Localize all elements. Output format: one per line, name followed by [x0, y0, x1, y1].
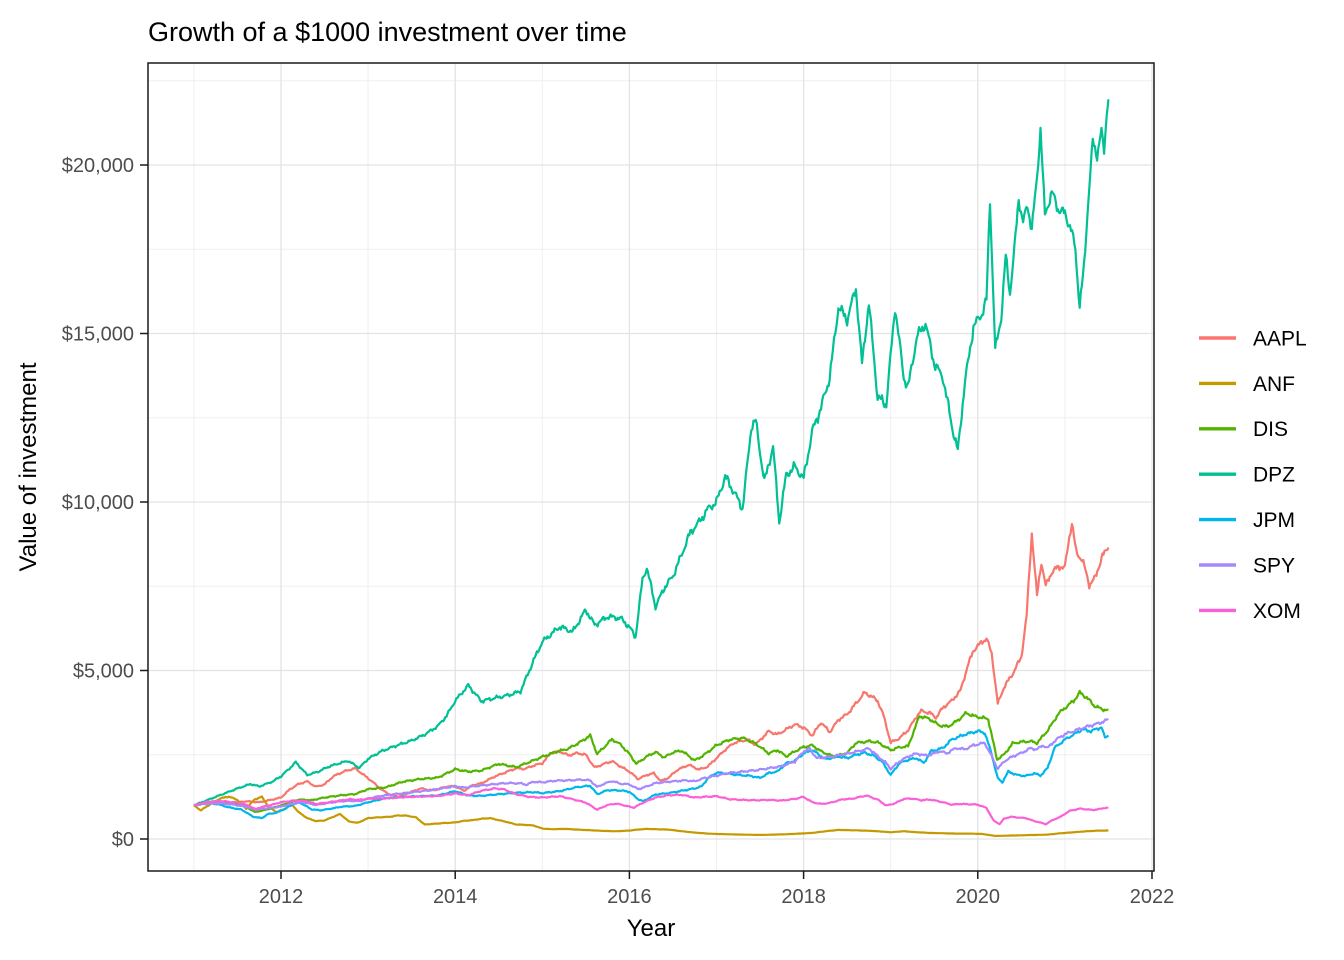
y-tick-label: $15,000: [62, 324, 134, 346]
y-tick-label: $5,000: [73, 661, 134, 683]
series-line-AAPL: [193, 522, 1110, 807]
legend-label-DPZ: DPZ: [1253, 464, 1295, 487]
series-line-SPY: [193, 717, 1109, 812]
series-line-DIS: [193, 689, 1109, 814]
legend-entry-AAPL: AAPL: [1199, 327, 1307, 350]
legend-label-AAPL: AAPL: [1253, 327, 1307, 350]
x-tick-label: 2020: [956, 886, 1001, 908]
legend-entry-JPM: JPM: [1199, 509, 1295, 532]
y-tick-label: $20,000: [62, 155, 134, 177]
chart-title: Growth of a $1000 investment over time: [148, 17, 627, 47]
grid-major: [148, 63, 1154, 871]
plot-panel: [148, 63, 1154, 871]
x-tick-label: 2014: [433, 886, 478, 908]
legend-label-SPY: SPY: [1253, 554, 1295, 577]
series-line-ANF: [193, 795, 1109, 838]
y-tick-label: $0: [112, 829, 134, 851]
series-lines: [193, 99, 1110, 838]
legend-label-JPM: JPM: [1253, 509, 1295, 532]
series-line-JPM: [193, 726, 1110, 820]
y-axis-ticks: [140, 164, 148, 840]
legend-label-DIS: DIS: [1253, 418, 1288, 441]
y-tick-label: $10,000: [62, 492, 134, 514]
y-axis-title: Value of investment: [15, 362, 42, 571]
x-tick-label: 2012: [259, 886, 304, 908]
grid-minor: [148, 63, 1154, 871]
legend-entry-XOM: XOM: [1199, 600, 1301, 623]
series-line-XOM: [193, 786, 1109, 826]
x-tick-label: 2018: [781, 886, 826, 908]
x-axis-tick-labels: 2012 2014 2016 2018 2020 2022: [259, 886, 1175, 908]
legend-label-XOM: XOM: [1253, 600, 1301, 623]
panel-border: [147, 62, 1155, 872]
legend-entry-ANF: ANF: [1199, 373, 1295, 396]
x-axis-title: Year: [627, 915, 676, 942]
legend-entry-DIS: DIS: [1199, 418, 1288, 441]
legend-label-ANF: ANF: [1253, 373, 1295, 396]
legend-entry-SPY: SPY: [1199, 554, 1295, 577]
x-tick-label: 2022: [1130, 886, 1175, 908]
series-line-DPZ: [193, 99, 1110, 807]
legend: AAPL ANF DIS DPZ JPM SPY XOM: [1199, 327, 1307, 623]
x-axis-ticks: [280, 871, 1153, 879]
x-tick-label: 2016: [607, 886, 652, 908]
y-axis-tick-labels: $0 $5,000 $10,000 $15,000 $20,000: [62, 155, 134, 851]
legend-entry-DPZ: DPZ: [1199, 464, 1295, 487]
